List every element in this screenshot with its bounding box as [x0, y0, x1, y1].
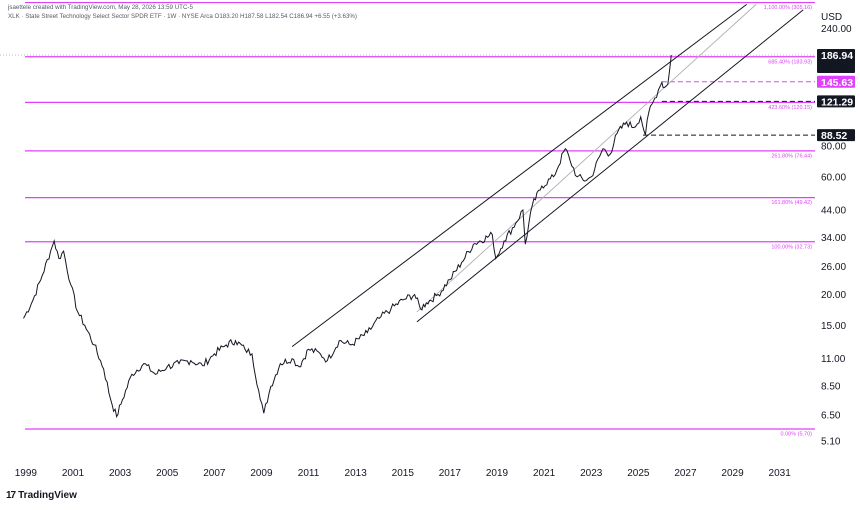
- x-tick-label: 2023: [580, 468, 603, 479]
- fib-label: 685.40% (183.93): [768, 59, 812, 65]
- y-tick-label: 11.00: [821, 354, 846, 365]
- x-tick-label: 2003: [109, 468, 132, 479]
- y-tick-label: 8.50: [821, 382, 841, 393]
- tradingview-logo[interactable]: 17 TradingView: [6, 490, 77, 501]
- trend-channel: [291, 3, 804, 348]
- y-tick-label: 80.00: [821, 141, 846, 152]
- fib-label: 261.80% (76.44): [771, 153, 812, 159]
- fib-label: 161.80% (49.42): [771, 200, 812, 206]
- x-tick-label: 2017: [439, 468, 462, 479]
- x-tick-label: 2009: [250, 468, 273, 479]
- price-series: [23, 54, 672, 418]
- x-tick-label: 2031: [769, 468, 792, 479]
- y-tick-label: 60.00: [821, 172, 846, 183]
- horizontal-lines: [0, 54, 815, 136]
- y-axis: 240.00 80.00 60.00 44.00 34.00 26.00 20.00 15.0…: [821, 24, 852, 448]
- price-tag-bg: [817, 49, 855, 74]
- x-tick-label: 2011: [298, 468, 320, 479]
- x-tick-label: 2005: [156, 468, 179, 479]
- y-tick-label: 44.00: [821, 206, 846, 217]
- channel-lower-line: [416, 9, 804, 323]
- price-tag-countdown: 1d 2h: [821, 62, 846, 73]
- fib-label: 423.60% (120.15): [768, 105, 812, 111]
- y-tick-label: 26.00: [821, 262, 846, 273]
- y-tick-label: 6.50: [821, 410, 841, 421]
- price-tag-label: 121.29: [821, 96, 853, 108]
- tradingview-logo-text: TradingView: [18, 490, 77, 501]
- x-tick-label: 2013: [345, 468, 368, 479]
- fib-label: 1,100.00% (305.16): [764, 5, 812, 11]
- x-axis: 1999 2001 2003 2005 2007 2009 2011 2013 2015 2017…: [15, 468, 791, 479]
- chart-header: jsaettele created with TradingView.com, …: [8, 3, 357, 21]
- x-tick-label: 2015: [392, 468, 415, 479]
- symbol-line: XLK · State Street Technology Select Sec…: [8, 13, 357, 20]
- fib-levels: 1,100.00% (305.16) 685.40% (183.93) 423.60…: [25, 1, 815, 438]
- channel-middle-line: [416, 4, 757, 313]
- x-tick-label: 2029: [721, 468, 744, 479]
- price-line: [23, 54, 672, 418]
- x-tick-label: 2027: [674, 468, 697, 479]
- x-tick-label: 2021: [533, 468, 556, 479]
- y-tick-label: 240.00: [821, 24, 852, 35]
- channel-upper-line: [291, 3, 747, 348]
- y-tick-label: 34.00: [821, 233, 846, 244]
- x-tick-label: 1999: [15, 468, 38, 479]
- y-tick-label: 20.00: [821, 290, 846, 301]
- currency-label: USD: [821, 12, 842, 23]
- x-tick-label: 2019: [486, 468, 509, 479]
- x-tick-label: 2025: [627, 468, 650, 479]
- author-line: jsaettele created with TradingView.com, …: [8, 4, 193, 11]
- fib-label: 100.00% (32.73): [771, 244, 812, 250]
- price-tag-label: 145.63: [821, 77, 853, 89]
- x-tick-label: 2001: [62, 468, 85, 479]
- price-tag-bg: [817, 129, 855, 142]
- tradingview-logo-icon: 17: [6, 490, 16, 501]
- price-tag-bg: [817, 95, 855, 108]
- price-tag-label: 88.52: [821, 130, 847, 142]
- y-tick-label: 5.10: [821, 436, 841, 447]
- fib-label: 0.00% (5.70): [781, 432, 813, 438]
- price-tag-bg: [817, 75, 855, 88]
- price-tag-label: 186.94: [821, 50, 853, 62]
- x-tick-label: 2007: [203, 468, 226, 479]
- y-tick-label: 15.00: [821, 321, 846, 332]
